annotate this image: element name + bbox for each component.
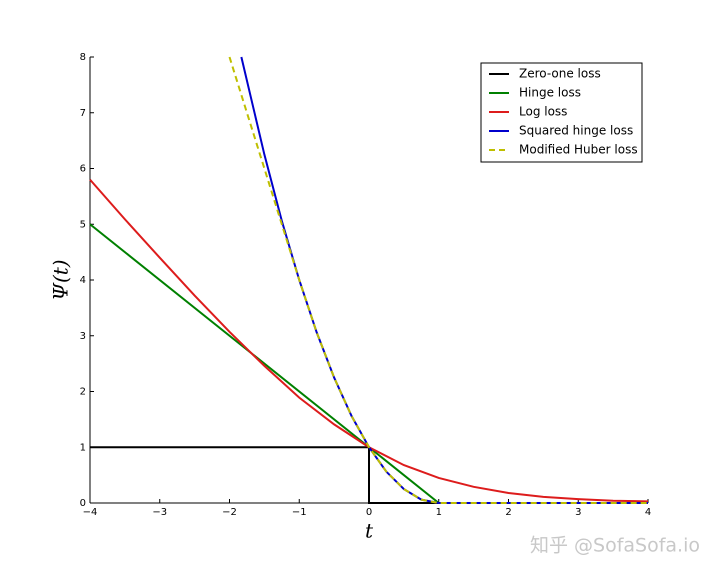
y-tick-label: 4 (80, 275, 86, 286)
legend-label: Zero-one loss (519, 67, 601, 81)
x-tick-label: −1 (292, 507, 307, 518)
x-tick-label: 1 (436, 507, 442, 518)
y-axis-label: Ψ(t) (49, 259, 73, 300)
y-tick-label: 0 (80, 498, 86, 509)
x-tick-label: −4 (83, 507, 98, 518)
x-tick-label: −2 (222, 507, 237, 518)
x-tick-label: −3 (152, 507, 167, 518)
y-tick-label: 6 (80, 164, 86, 175)
legend-label: Log loss (519, 105, 567, 119)
y-tick-label: 7 (80, 108, 86, 119)
series-line (228, 56, 648, 504)
y-tick-label: 3 (80, 331, 86, 342)
series-line (90, 446, 648, 504)
x-tick-label: 2 (505, 507, 511, 518)
y-tick-label: 1 (80, 442, 86, 453)
x-tick-label: 3 (575, 507, 581, 518)
y-tick-label: 5 (80, 219, 86, 230)
legend-label: Squared hinge loss (519, 124, 633, 138)
watermark: 知乎 @SofaSofa.io (530, 535, 700, 557)
legend-label: Modified Huber loss (519, 143, 638, 157)
x-axis-label: t (365, 519, 374, 543)
y-tick-label: 2 (80, 387, 86, 398)
x-tick-label: 0 (366, 507, 372, 518)
legend-label: Hinge loss (519, 86, 581, 100)
y-tick-label: 8 (80, 52, 86, 63)
x-tick-label: 4 (645, 507, 651, 518)
